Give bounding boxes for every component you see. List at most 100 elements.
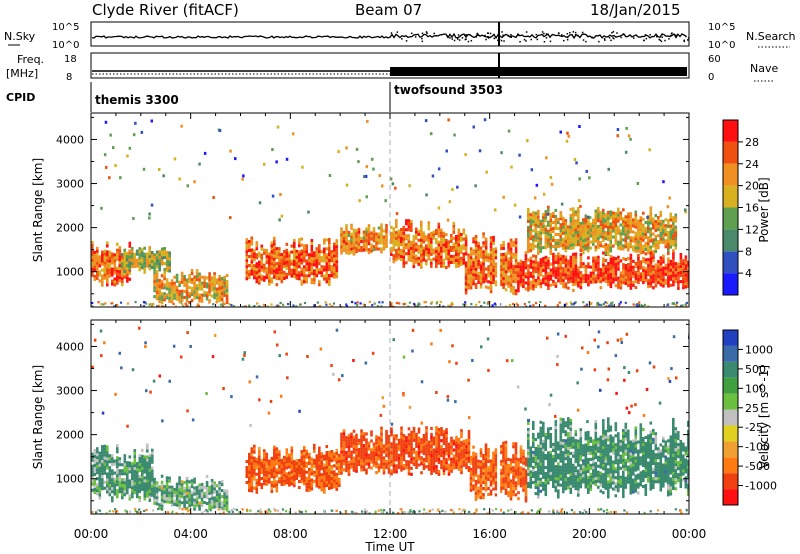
heatmap-cell <box>355 454 358 458</box>
heatmap-cell <box>427 452 431 456</box>
heatmap-cell <box>397 438 401 442</box>
heatmap-cell <box>539 228 543 232</box>
heatmap-cell <box>617 228 620 232</box>
heatmap-cell <box>592 280 595 284</box>
heatmap-cell <box>340 248 343 252</box>
heatmap-cell <box>290 467 294 471</box>
heatmap-cell <box>492 259 495 263</box>
heatmap-cell <box>208 299 211 303</box>
heatmap-cell <box>265 461 269 465</box>
heatmap-cell <box>260 471 264 475</box>
heatmap-cell <box>514 238 518 242</box>
heatmap-cell <box>106 475 109 479</box>
heatmap-cell <box>402 437 406 441</box>
noise-dot <box>535 33 538 36</box>
heatmap-cell <box>662 225 665 229</box>
heatmap-cell <box>464 279 468 283</box>
heatmap-cell <box>98 255 102 259</box>
heatmap-cell <box>572 276 575 280</box>
heatmap-cell <box>340 435 343 439</box>
heatmap-cell <box>442 249 446 253</box>
heatmap-cell <box>146 467 149 471</box>
heatmap-cell <box>624 221 628 225</box>
heatmap-cell <box>569 243 573 247</box>
heatmap-cell <box>649 260 653 264</box>
heatmap-cell <box>270 262 274 266</box>
heatmap-cell <box>587 280 590 284</box>
heatmap-cell <box>188 292 191 296</box>
heatmap-cell <box>323 490 326 494</box>
heatmap-cell <box>155 502 159 506</box>
heatmap-cell <box>275 447 279 451</box>
heatmap-cell <box>604 252 608 256</box>
heatmap-cell <box>539 249 543 253</box>
heatmap-cell <box>514 250 518 254</box>
heatmap-cell <box>220 495 224 499</box>
heatmap-cell <box>186 184 189 188</box>
heatmap-cell <box>260 477 264 481</box>
heatmap-cell <box>357 242 361 246</box>
heatmap-cell <box>303 455 306 459</box>
noise-dot <box>517 34 519 37</box>
heatmap-cell <box>250 474 254 478</box>
heatmap-cell <box>479 252 483 256</box>
heatmap-cell <box>195 272 199 276</box>
heatmap-cell <box>387 440 391 444</box>
noise-dot <box>421 32 424 35</box>
heatmap-cell <box>103 480 107 484</box>
heatmap-cell <box>565 139 569 143</box>
heatmap-cell <box>430 444 433 448</box>
heatmap-cell <box>422 240 426 244</box>
heatmap-cell <box>116 272 119 276</box>
heatmap-cell <box>622 232 625 236</box>
heatmap-cell <box>260 462 264 466</box>
heatmap-cell <box>584 276 588 280</box>
heatmap-cell <box>577 219 580 223</box>
heatmap-cell <box>146 494 149 498</box>
heatmap-cell <box>542 216 545 220</box>
heatmap-cell <box>268 255 271 259</box>
heatmap-cell <box>116 257 119 261</box>
heatmap-cell <box>96 477 99 481</box>
heatmap-cell <box>151 457 154 461</box>
heatmap-cell <box>138 268 141 272</box>
heatmap-cell <box>654 284 658 288</box>
noise-dot <box>500 39 503 42</box>
heatmap-cell <box>385 238 388 242</box>
heatmap-cell <box>644 252 648 256</box>
heatmap-cell <box>275 247 279 251</box>
heatmap-cell <box>542 266 545 270</box>
heatmap-cell <box>624 224 628 228</box>
heatmap-cell <box>437 427 441 431</box>
heatmap-cell <box>410 430 413 434</box>
heatmap-cell <box>123 493 127 497</box>
heatmap-cell <box>168 281 171 285</box>
heatmap-cell <box>642 238 645 242</box>
heatmap-cell <box>163 497 166 501</box>
heatmap-cell <box>647 264 650 268</box>
heatmap-cell <box>410 240 413 244</box>
heatmap-cell <box>562 246 565 250</box>
heatmap-cell <box>183 274 186 278</box>
heatmap-cell <box>562 285 565 289</box>
heatmap-cell <box>639 225 643 229</box>
heatmap-cell <box>390 442 393 446</box>
heatmap-cell <box>507 263 510 267</box>
heatmap-cell <box>412 262 416 266</box>
heatmap-cell <box>91 455 94 459</box>
heatmap-cell <box>131 489 134 493</box>
heatmap-cell <box>130 264 134 268</box>
heatmap-cell <box>295 467 299 471</box>
heatmap-cell <box>432 466 436 470</box>
heatmap-cell <box>96 450 99 454</box>
heatmap-cell <box>482 232 485 236</box>
heatmap-cell <box>375 232 378 236</box>
heatmap-cell <box>415 257 418 261</box>
heatmap-cell <box>412 238 416 242</box>
heatmap-cell <box>529 237 533 241</box>
heatmap-cell <box>422 446 426 450</box>
heatmap-cell <box>106 256 109 260</box>
heatmap-cell <box>273 478 276 482</box>
heatmap-cell <box>273 457 276 461</box>
heatmap-cell <box>213 275 216 279</box>
